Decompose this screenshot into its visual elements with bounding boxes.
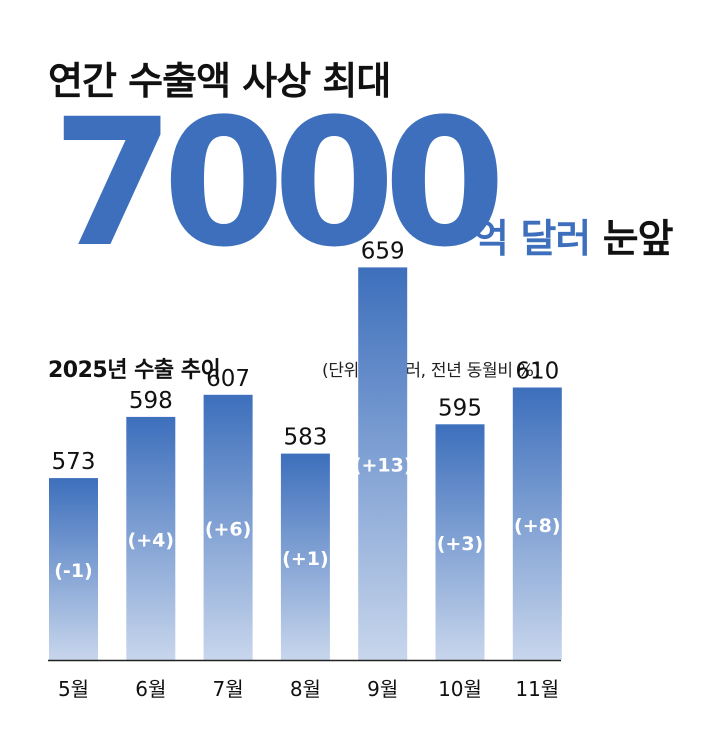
bar-change-label: (+8) bbox=[514, 515, 561, 537]
chart-title: 2025년 수출 추이 bbox=[48, 358, 221, 383]
x-tick-label: 8월 bbox=[290, 677, 321, 701]
bar-change-label: (+3) bbox=[437, 533, 484, 555]
unit-black-text: 눈앞 bbox=[602, 217, 674, 262]
bar-value-label: 598 bbox=[129, 388, 173, 414]
bar-11월 bbox=[512, 387, 562, 660]
bar-value-label: 583 bbox=[283, 425, 327, 451]
x-tick-label: 6월 bbox=[135, 677, 166, 701]
x-tick-label: 5월 bbox=[58, 677, 89, 701]
bar-change-label: (-1) bbox=[54, 560, 92, 582]
big-number: 7000 bbox=[52, 81, 506, 286]
bar-6월 bbox=[126, 416, 176, 660]
x-tick-label: 11월 bbox=[515, 677, 559, 701]
bar-10월 bbox=[435, 424, 485, 661]
headline: 연간 수출액 사상 최대 bbox=[48, 59, 391, 103]
bar-5월 bbox=[49, 478, 98, 660]
bar-change-label: (+13) bbox=[353, 455, 413, 477]
bar-value-label: 595 bbox=[438, 395, 482, 421]
bar-9월 bbox=[358, 267, 408, 660]
bar-value-label: 573 bbox=[52, 449, 96, 475]
x-tick-label: 10월 bbox=[438, 677, 482, 701]
unit-blue-text: 억 달러 bbox=[473, 217, 591, 262]
bar-change-label: (+4) bbox=[128, 530, 175, 552]
x-tick-label: 9월 bbox=[367, 677, 398, 701]
bar-value-label: 610 bbox=[515, 359, 559, 385]
bar-7월 bbox=[203, 394, 253, 660]
bar-8월 bbox=[280, 453, 330, 660]
bar-value-label: 607 bbox=[206, 366, 250, 392]
big-number-unit: 억 달러 눈앞 bbox=[473, 208, 674, 264]
bar-value-label: 659 bbox=[361, 238, 405, 264]
x-tick-label: 7월 bbox=[213, 677, 244, 701]
bar-change-label: (+1) bbox=[282, 548, 329, 570]
bar-change-label: (+6) bbox=[205, 518, 252, 540]
